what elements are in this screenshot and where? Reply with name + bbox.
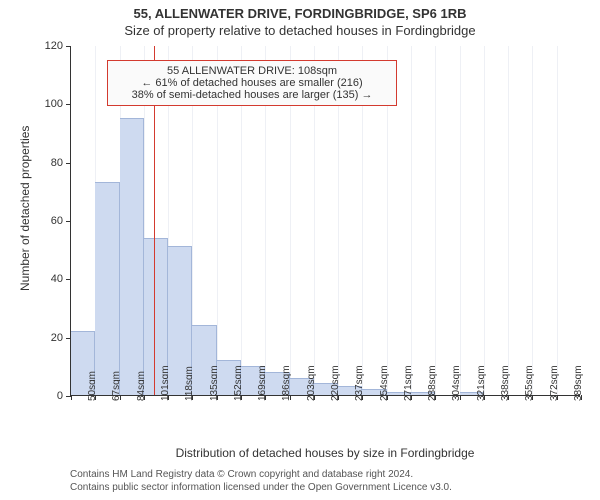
- xtick: [241, 395, 242, 400]
- xtick-label: 321sqm: [476, 365, 487, 401]
- xtick: [338, 395, 339, 400]
- xtick: [314, 395, 315, 400]
- xtick: [144, 395, 145, 400]
- footer-line2: Contains public sector information licen…: [70, 481, 452, 494]
- ytick: [66, 221, 71, 222]
- xtick-label: 372sqm: [549, 365, 560, 401]
- xtick-label: 254sqm: [379, 365, 390, 401]
- footer-attribution: Contains HM Land Registry data © Crown c…: [70, 468, 452, 494]
- ytick-label: 100: [45, 98, 63, 110]
- xtick: [484, 395, 485, 400]
- xtick: [192, 395, 193, 400]
- xtick-label: 355sqm: [524, 365, 535, 401]
- ytick: [66, 46, 71, 47]
- ytick: [66, 163, 71, 164]
- xtick: [168, 395, 169, 400]
- xtick-label: 271sqm: [403, 365, 414, 401]
- xtick-label: 389sqm: [573, 365, 584, 401]
- annotation-line1: 55 ALLENWATER DRIVE: 108sqm: [114, 65, 391, 77]
- gridline-vertical: [411, 46, 412, 395]
- xtick: [120, 395, 121, 400]
- xtick-label: 338sqm: [500, 365, 511, 401]
- xtick: [387, 395, 388, 400]
- histogram-bar: [120, 118, 144, 395]
- ytick-label: 20: [51, 332, 63, 344]
- xtick: [362, 395, 363, 400]
- ytick-label: 80: [51, 157, 63, 169]
- ytick-label: 60: [51, 215, 63, 227]
- ytick: [66, 279, 71, 280]
- annotation-line3: 38% of semi-detached houses are larger (…: [114, 89, 391, 101]
- xtick-label: 237sqm: [354, 365, 365, 401]
- xtick: [532, 395, 533, 400]
- gridline-vertical: [532, 46, 533, 395]
- xtick: [95, 395, 96, 400]
- gridline-vertical: [557, 46, 558, 395]
- gridline-vertical: [435, 46, 436, 395]
- annotation-line2: ← 61% of detached houses are smaller (21…: [114, 77, 391, 89]
- ytick-label: 0: [57, 390, 63, 402]
- xtick: [460, 395, 461, 400]
- xtick: [290, 395, 291, 400]
- gridline-vertical: [508, 46, 509, 395]
- xtick: [265, 395, 266, 400]
- xtick: [557, 395, 558, 400]
- gridline-vertical: [460, 46, 461, 395]
- xtick-label: 220sqm: [330, 365, 341, 401]
- y-axis-label: Number of detached properties: [18, 126, 32, 291]
- ytick: [66, 104, 71, 105]
- xtick: [581, 395, 582, 400]
- ytick-label: 40: [51, 273, 63, 285]
- histogram-bar: [95, 182, 119, 395]
- xtick: [435, 395, 436, 400]
- footer-line1: Contains HM Land Registry data © Crown c…: [70, 468, 452, 481]
- title-line1: 55, ALLENWATER DRIVE, FORDINGBRIDGE, SP6…: [0, 6, 600, 21]
- xtick: [508, 395, 509, 400]
- histogram-plot: 02040608010012050sqm67sqm84sqm101sqm118s…: [70, 46, 580, 396]
- gridline-vertical: [484, 46, 485, 395]
- annotation-box: 55 ALLENWATER DRIVE: 108sqm← 61% of deta…: [107, 60, 398, 106]
- ytick-label: 120: [45, 40, 63, 52]
- title-line2: Size of property relative to detached ho…: [0, 23, 600, 38]
- xtick: [411, 395, 412, 400]
- chart-titles: 55, ALLENWATER DRIVE, FORDINGBRIDGE, SP6…: [0, 6, 600, 38]
- xtick-label: 304sqm: [451, 365, 462, 401]
- xtick-label: 288sqm: [427, 365, 438, 401]
- xtick: [71, 395, 72, 400]
- x-axis-label: Distribution of detached houses by size …: [70, 446, 580, 460]
- xtick: [217, 395, 218, 400]
